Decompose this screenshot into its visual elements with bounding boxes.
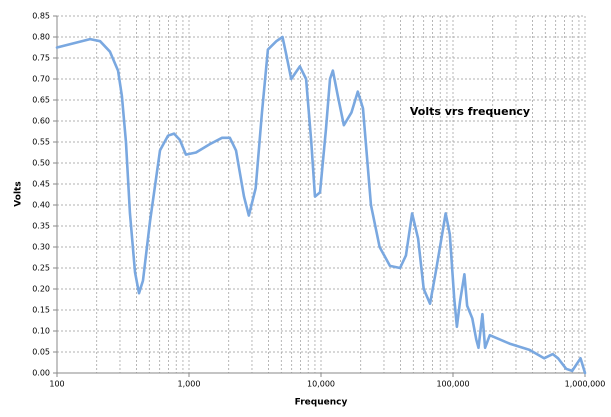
y-tick-label: 0.25	[32, 264, 50, 273]
y-tick-label: 0.45	[32, 180, 50, 189]
x-tick-label: 1,000,000	[565, 380, 606, 389]
y-tick-label: 0.15	[32, 306, 50, 315]
x-tick-label: 100	[49, 380, 64, 389]
x-tick-label: 10,000	[307, 380, 335, 389]
y-tick-label: 0.10	[32, 327, 50, 336]
y-tick-label: 0.05	[32, 348, 50, 357]
y-tick-label: 0.30	[32, 243, 50, 252]
y-tick-label: 0.70	[32, 75, 50, 84]
y-tick-label: 0.50	[32, 159, 50, 168]
chart-title: Volts vrs frequency	[410, 105, 530, 118]
y-axis-label: Volts	[14, 181, 24, 206]
x-axis-label: Frequency	[295, 398, 348, 408]
x-tick-label: 100,000	[436, 380, 469, 389]
y-tick-label: 0.80	[32, 33, 50, 42]
y-tick-label: 0.35	[32, 222, 50, 231]
y-tick-label: 0.60	[32, 117, 50, 126]
y-tick-label: 0.85	[32, 12, 50, 21]
y-tick-label: 0.00	[32, 369, 50, 378]
y-tick-label: 0.75	[32, 54, 50, 63]
y-tick-label: 0.55	[32, 138, 50, 147]
grid	[56, 15, 586, 374]
y-tick-label: 0.65	[32, 96, 50, 105]
x-tick-label: 1,000	[178, 380, 201, 389]
y-tick-label: 0.40	[32, 201, 50, 210]
data-line	[55, 35, 587, 375]
y-tick-label: 0.20	[32, 285, 50, 294]
